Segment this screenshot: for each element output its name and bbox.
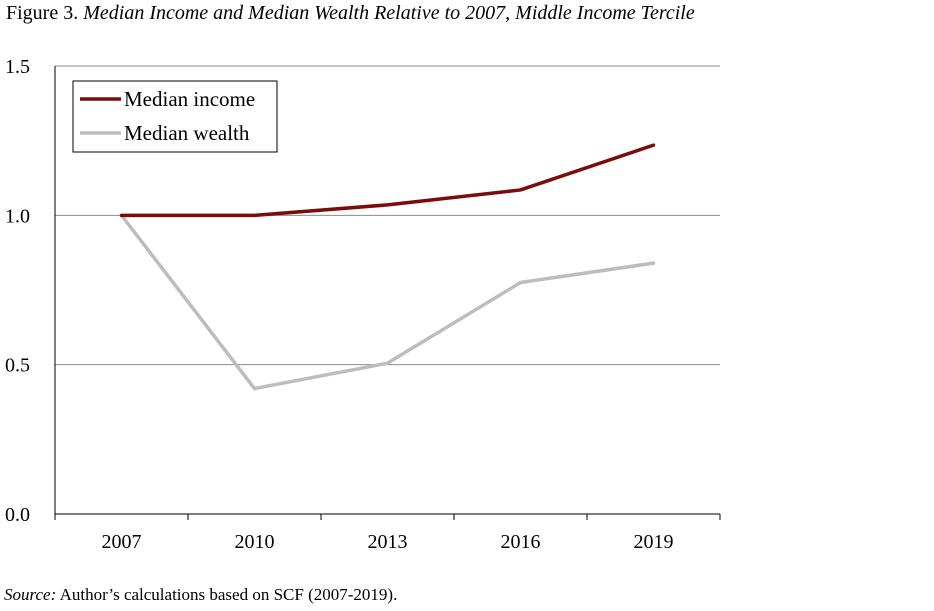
source-note: Source: Author’s calculations based on S… [4,585,397,605]
series-line-median-income [119,143,656,218]
x-tick-label: 2010 [235,531,275,553]
y-tick-label: 1.0 [5,205,30,227]
tick-labels: 0.0 0.5 1.0 1.5 2007 2010 2013 2016 2019 [5,56,674,553]
legend-label: Median wealth [124,121,250,145]
y-tick-label: 1.5 [5,56,30,78]
legend-box [72,80,278,153]
x-tick-label: 2013 [368,531,408,553]
source-label: Source: [4,585,57,604]
x-tick-label: 2019 [634,531,674,553]
figure-label: Figure 3. [6,2,79,24]
y-tick-label: 0.0 [5,504,30,526]
series-lines [119,143,656,391]
legend: Median income Median wealth [72,80,278,153]
source-text: Author’s calculations based on SCF (2007… [59,585,398,604]
figure-title: Figure 3. Median Income and Median Wealt… [6,2,695,25]
series-line-median-wealth [119,213,656,391]
legend-label: Median income [124,87,255,111]
x-tick-label: 2007 [102,531,142,553]
x-tick-label: 2016 [501,531,541,553]
figure-title-text: Median Income and Median Wealth Relative… [83,2,695,24]
y-tick-label: 0.5 [5,355,30,377]
axes [54,66,721,520]
